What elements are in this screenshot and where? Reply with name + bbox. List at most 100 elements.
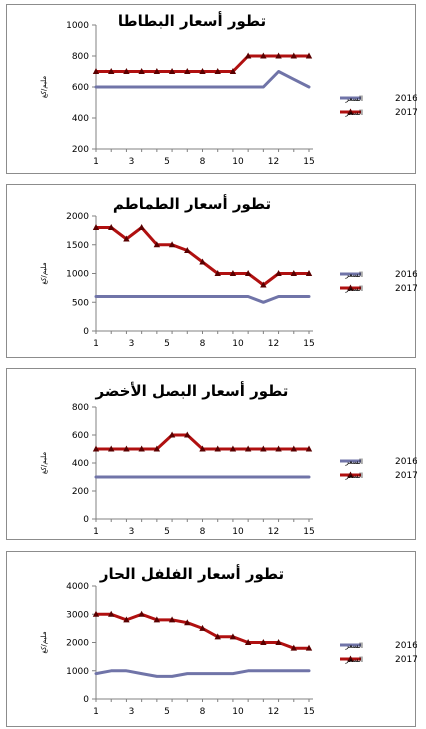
legend-year: 2016	[395, 270, 417, 280]
x-tick-label: 8	[200, 339, 206, 349]
legend-label: السعر	[344, 656, 363, 664]
data-point-2017	[244, 270, 252, 276]
data-point-2017	[123, 445, 130, 452]
legend-label: السعر	[344, 472, 363, 480]
data-point-2017	[244, 52, 252, 59]
data-point-2017	[214, 270, 221, 276]
x-tick-label: 5	[164, 157, 170, 167]
legend-year: 2017	[395, 284, 417, 294]
chart-panel-hot-pepper: تطور أسعار الفلفل الحار مليم/كغ 0 1000 2000 3…	[6, 551, 417, 727]
x-tick-label: 3	[129, 527, 135, 537]
data-point-2017	[153, 68, 161, 74]
y-tick-label: 800	[72, 403, 89, 413]
y-tick-label: 2000	[66, 212, 89, 222]
data-point-2017	[138, 68, 145, 74]
legend-marker-2017	[347, 284, 354, 291]
legend-label: السعر	[344, 642, 363, 650]
data-point-2017	[108, 68, 115, 74]
data-point-2017	[214, 633, 221, 640]
data-point-2017	[260, 639, 267, 645]
data-point-2017	[275, 52, 282, 59]
y-tick-label: 500	[72, 298, 89, 308]
data-point-2017	[199, 258, 206, 265]
data-point-2017	[260, 445, 267, 452]
x-tick-label: 1	[93, 707, 99, 717]
y-tick-label: 1000	[66, 21, 89, 31]
y-tick-label: 2000	[66, 639, 89, 649]
series-line-2017	[94, 226, 311, 287]
data-point-2017	[123, 235, 130, 242]
series-line-2016	[94, 70, 311, 89]
chart-svg-potato: تطور أسعار البطاطا مليم/كغ 200 400 600 800 100…	[40, 11, 417, 167]
y-tick-label: 600	[72, 431, 89, 441]
y-tick-label: 0	[83, 515, 89, 525]
y-tick-label: 1000	[66, 270, 89, 280]
legend-marker-2017	[347, 471, 354, 478]
data-point-2017	[184, 68, 191, 74]
x-tick-label: 10	[232, 527, 244, 537]
data-point-2017	[108, 445, 115, 452]
data-point-2017	[305, 445, 313, 452]
y-axis-label: مليم/كغ	[40, 262, 48, 285]
y-axis-label: مليم/كغ	[40, 76, 48, 99]
data-point-2017	[168, 616, 176, 623]
y-tick-label: 1500	[66, 241, 89, 251]
chart-title: تطور أسعار البصل الأخضر	[95, 381, 289, 400]
y-tick-label: 1000	[66, 667, 89, 677]
x-tick-label: 8	[200, 527, 206, 537]
legend-year: 2016	[395, 457, 417, 467]
x-tick-label: 5	[164, 339, 170, 349]
data-point-2017	[290, 52, 297, 59]
data-point-2017	[108, 224, 115, 230]
data-point-2017	[305, 270, 313, 276]
x-tick-label: 10	[232, 157, 244, 167]
x-tick-label: 3	[129, 707, 135, 717]
legend-year: 2016	[395, 94, 417, 104]
x-tick-label: 3	[129, 339, 135, 349]
data-point-2017	[168, 241, 176, 248]
x-tick-label: 12	[268, 157, 279, 167]
data-point-2017	[275, 639, 282, 645]
legend-marker-2017	[347, 655, 354, 662]
data-point-2017	[92, 610, 100, 617]
data-point-2017	[260, 52, 267, 59]
data-point-2017	[153, 445, 161, 452]
data-point-2017	[184, 431, 191, 438]
legend-label: السعر	[344, 95, 363, 103]
chart-svg-green-onion: تطور أسعار البصل الأخضر مليم/كغ 0 200 400 600…	[40, 381, 417, 537]
y-tick-label: 3000	[66, 610, 89, 620]
data-point-2017	[108, 610, 115, 617]
chart-panel-tomato: تطور أسعار الطماطم مليم/كغ 0 500 1000 1500 200…	[6, 184, 417, 358]
y-tick-label: 0	[83, 695, 89, 705]
data-point-2017	[260, 281, 267, 288]
x-tick-label: 15	[303, 527, 314, 537]
x-tick-label: 8	[200, 157, 206, 167]
data-point-2017	[123, 616, 130, 623]
data-point-2017	[244, 445, 252, 452]
legend-label: السعر	[344, 271, 363, 279]
y-axis-label: مليم/كغ	[40, 631, 48, 654]
x-tick-label: 1	[93, 527, 99, 537]
x-tick-label: 1	[93, 157, 99, 167]
data-point-2017	[214, 68, 221, 74]
x-tick-label: 15	[303, 157, 314, 167]
series-line-2016	[94, 295, 311, 304]
data-point-2017	[290, 270, 297, 276]
x-tick-label: 15	[303, 339, 314, 349]
data-point-2017	[275, 270, 282, 276]
data-point-2017	[275, 445, 282, 452]
legend-label: السعر	[344, 285, 363, 293]
x-tick-label: 1	[93, 339, 99, 349]
series-line-2016	[94, 669, 311, 678]
chart-title: تطور أسعار الفلفل الحار	[99, 564, 284, 583]
x-tick-label: 5	[164, 707, 170, 717]
data-point-2017	[305, 52, 313, 59]
legend-year: 2017	[395, 108, 417, 118]
data-point-2017	[214, 445, 221, 452]
y-tick-label: 200	[72, 145, 89, 155]
data-point-2017	[184, 247, 191, 253]
legend-label: السعر	[344, 109, 363, 117]
data-point-2017	[199, 624, 206, 631]
data-point-2017	[199, 68, 206, 74]
data-point-2017	[229, 445, 237, 452]
